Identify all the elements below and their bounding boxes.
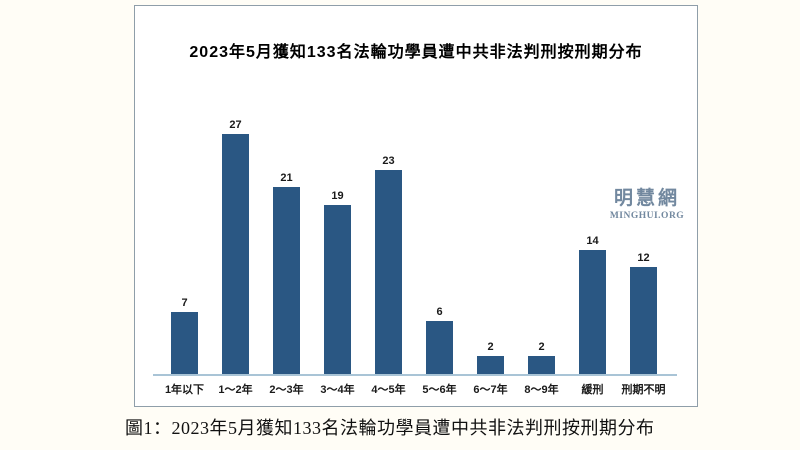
bar-value-label: 14 [586,235,599,247]
bar-group: 23 [363,156,414,374]
bar [171,312,198,374]
bar-value-label: 6 [436,306,443,318]
bars-area: 7 27 21 19 23 6 2 2 14 12 [159,116,669,374]
category-label: 6～7年 [473,384,508,396]
bar-group: 12 [618,253,669,374]
bar-group: 2 [516,342,567,374]
bar-group: 14 [567,236,618,374]
bar [528,356,555,374]
watermark-cjk-text: 明慧網 [613,188,680,209]
bar [222,134,249,374]
x-axis-line [153,374,677,376]
category-label: 1～2年 [218,384,253,396]
bar [630,267,657,374]
bar [375,170,402,374]
bar-group: 6 [414,307,465,374]
category-label: 刑期不明 [621,384,666,396]
bar-group: 7 [159,298,210,374]
bar [477,356,504,374]
chart-panel: 2023年5月獲知133名法輪功學員遭中共非法判刑按刑期分布 7 27 21 19 23… [134,5,698,407]
bar-group: 2 [465,342,516,374]
bar-value-label: 19 [331,190,344,202]
bar [579,250,606,374]
bar [273,187,300,374]
bar-group: 27 [210,120,261,374]
category-label: 1年以下 [164,384,205,396]
minghui-watermark: 明慧網 MINGHUI.ORG [601,188,693,221]
category-label: 5～6年 [422,384,457,396]
category-label: 3～4年 [320,384,355,396]
category-label: 2～3年 [269,384,304,396]
bar-value-label: 2 [487,341,494,353]
bar [426,321,453,374]
bar-value-label: 12 [637,252,650,264]
category-label: 8～9年 [524,384,559,396]
watermark-latin-text: MINGHUI.ORG [609,210,685,221]
category-label: 4～5年 [371,384,406,396]
bar-value-label: 7 [181,297,188,309]
figure-caption: 圖1：2023年5月獲知133名法輪功學員遭中共非法判刑按刑期分布 [125,418,655,438]
bar-value-label: 23 [382,155,395,167]
category-label: 緩刑 [581,384,604,396]
bar-group: 19 [312,191,363,374]
category-axis: 1年以下 1～2年 2～3年 3～4年 4～5年 5～6年 6～7年 8～9年 緩刑 刑期不明 [159,381,669,397]
chart-title: 2023年5月獲知133名法輪功學員遭中共非法判刑按刑期分布 [189,44,643,61]
bar-value-label: 21 [280,172,293,184]
bar-value-label: 27 [229,119,242,131]
bar [324,205,351,374]
bar-value-label: 2 [538,341,545,353]
bar-group: 21 [261,173,312,374]
